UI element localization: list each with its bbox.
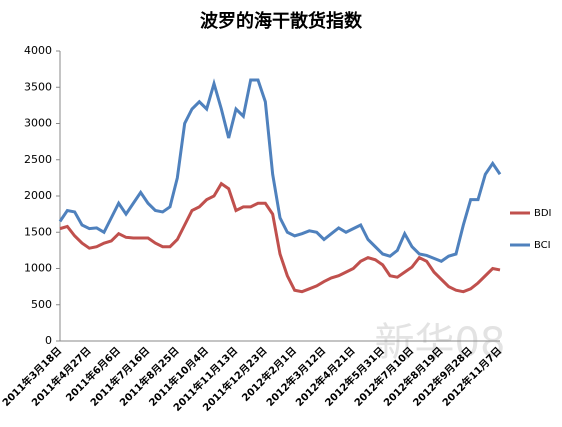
y-tick-label: 2500 xyxy=(24,153,52,166)
y-tick-label: 0 xyxy=(45,334,52,347)
y-tick-label: 3500 xyxy=(24,80,52,93)
y-tick-label: 4000 xyxy=(24,44,52,57)
y-tick-label: 3000 xyxy=(24,117,52,130)
legend-label: BDI xyxy=(534,208,552,219)
line-series xyxy=(59,181,501,294)
chart-title: 波罗的海干散货指数 xyxy=(200,10,363,32)
y-tick-label: 1000 xyxy=(24,262,52,275)
line-series xyxy=(58,78,502,263)
watermark: 新华08 xyxy=(375,320,506,366)
legend-label: BCI xyxy=(534,240,551,251)
y-tick-label: 2000 xyxy=(24,189,52,202)
y-tick-label: 1500 xyxy=(24,225,52,238)
y-tick-label: 500 xyxy=(31,298,52,311)
